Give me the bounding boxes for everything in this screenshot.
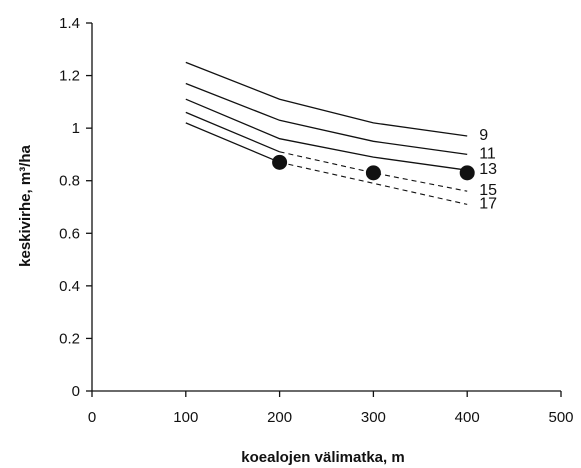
series-label-11: 11 xyxy=(479,145,496,162)
series-label-9: 9 xyxy=(479,127,488,144)
y-tick-label: 1.4 xyxy=(59,15,80,32)
axes: 0 0.2 0.4 0.6 0.8 1 1.2 1.4 0 100 200 300 400 500 xyxy=(59,15,573,426)
y-tick-label: 0.4 xyxy=(59,278,80,295)
x-tick-label: 500 xyxy=(548,409,573,426)
series-line-17 xyxy=(185,122,280,163)
data-point-marker xyxy=(272,154,288,170)
series-line-11 xyxy=(185,82,468,156)
series-lines xyxy=(185,61,468,205)
y-tick-label: 0.6 xyxy=(59,225,80,242)
series-label-15: 15 xyxy=(479,182,497,199)
x-tick-label: 0 xyxy=(88,409,96,426)
y-tick-label: 0.8 xyxy=(59,173,80,190)
x-tick-label: 100 xyxy=(173,409,198,426)
series-label-13: 13 xyxy=(479,161,497,178)
series-line-15 xyxy=(185,111,280,153)
series-label-17: 17 xyxy=(479,195,497,212)
y-tick-label: 0.2 xyxy=(59,330,80,347)
y-tick-label: 1 xyxy=(72,120,80,137)
series-line-13 xyxy=(185,98,468,171)
x-tick-label: 300 xyxy=(361,409,386,426)
x-tick-label: 200 xyxy=(267,409,292,426)
markers xyxy=(272,154,475,181)
y-tick-label: 1.2 xyxy=(59,68,80,85)
data-point-marker xyxy=(459,165,475,181)
series-line-9 xyxy=(185,61,468,137)
x-axis-title: koealojen välimatka, m xyxy=(241,449,404,466)
y-axis-title: keskivirhe, m³/ha xyxy=(17,144,34,266)
x-tick-label: 400 xyxy=(455,409,480,426)
y-tick-label: 0 xyxy=(72,383,80,400)
data-point-marker xyxy=(365,165,381,181)
